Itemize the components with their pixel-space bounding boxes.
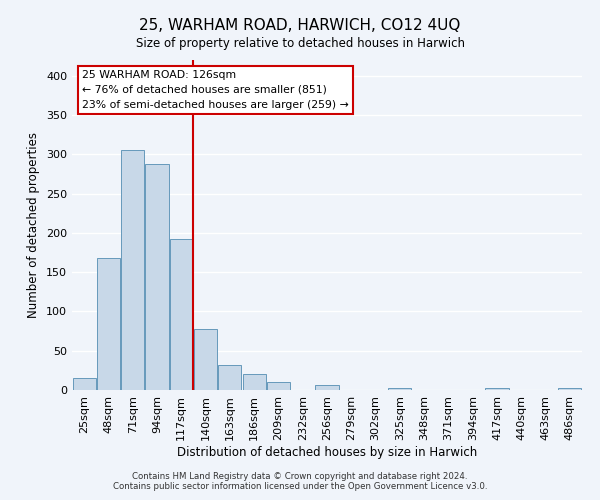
Bar xyxy=(316,386,338,390)
Bar xyxy=(388,388,412,390)
Bar xyxy=(97,258,120,390)
Bar xyxy=(242,374,266,390)
Bar xyxy=(121,150,144,390)
Bar xyxy=(485,388,509,390)
Text: 25, WARHAM ROAD, HARWICH, CO12 4UQ: 25, WARHAM ROAD, HARWICH, CO12 4UQ xyxy=(139,18,461,32)
Text: Size of property relative to detached houses in Harwich: Size of property relative to detached ho… xyxy=(136,38,464,51)
Bar xyxy=(145,164,169,390)
Y-axis label: Number of detached properties: Number of detached properties xyxy=(28,132,40,318)
Text: Contains public sector information licensed under the Open Government Licence v3: Contains public sector information licen… xyxy=(113,482,487,491)
Bar xyxy=(194,328,217,390)
Bar xyxy=(170,239,193,390)
Bar xyxy=(559,388,581,390)
X-axis label: Distribution of detached houses by size in Harwich: Distribution of detached houses by size … xyxy=(177,446,477,458)
Text: Contains HM Land Registry data © Crown copyright and database right 2024.: Contains HM Land Registry data © Crown c… xyxy=(132,472,468,481)
Bar xyxy=(218,365,241,390)
Text: 25 WARHAM ROAD: 126sqm
← 76% of detached houses are smaller (851)
23% of semi-de: 25 WARHAM ROAD: 126sqm ← 76% of detached… xyxy=(82,70,349,110)
Bar xyxy=(267,382,290,390)
Bar xyxy=(73,378,95,390)
